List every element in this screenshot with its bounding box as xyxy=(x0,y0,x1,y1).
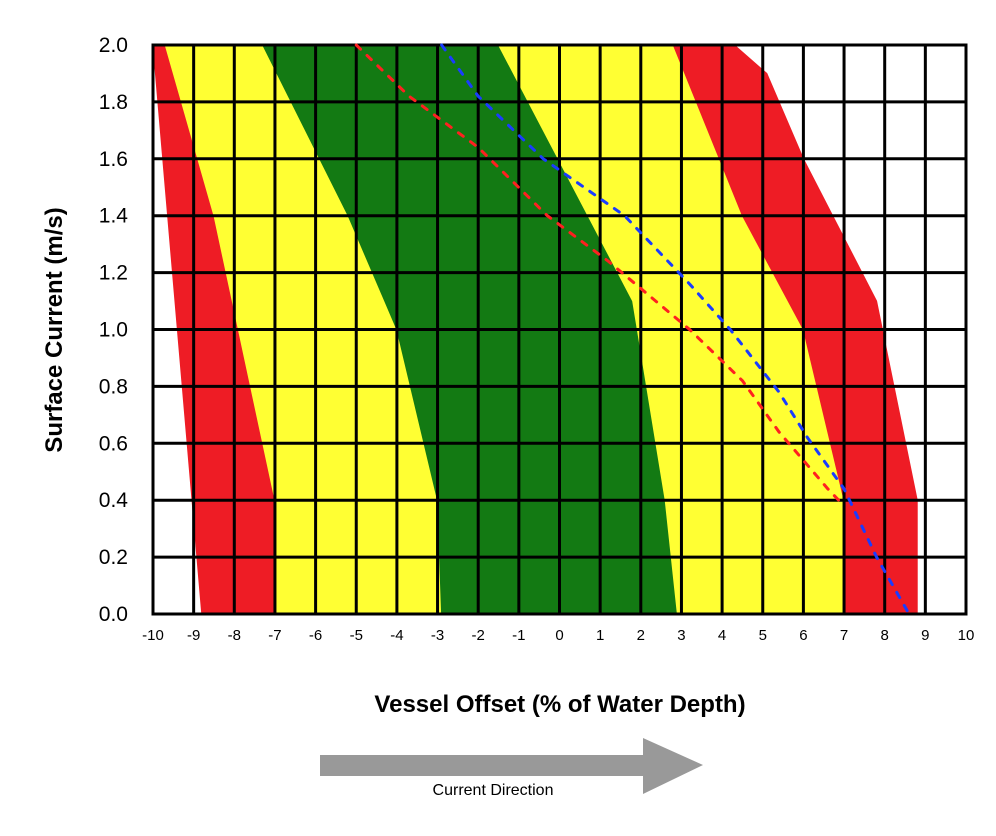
current-direction-arrow xyxy=(320,738,703,794)
y-tick-label: 1.0 xyxy=(99,319,128,342)
x-tick-label: -6 xyxy=(309,627,322,644)
x-tick-label: -3 xyxy=(431,627,444,644)
arrow-shape xyxy=(320,738,703,794)
x-tick-label: 10 xyxy=(958,627,975,644)
x-tick-label: -2 xyxy=(472,627,485,644)
x-tick-label: 0 xyxy=(555,627,563,644)
current-direction-caption: Current Direction xyxy=(433,782,554,799)
x-tick-label: 2 xyxy=(637,627,645,644)
x-tick-label: 7 xyxy=(840,627,848,644)
x-tick-label: -9 xyxy=(187,627,200,644)
x-tick-label: 5 xyxy=(759,627,767,644)
x-tick-label: -8 xyxy=(228,627,241,644)
y-tick-label: 0.0 xyxy=(99,603,128,626)
x-tick-label: 9 xyxy=(921,627,929,644)
y-tick-label: 0.6 xyxy=(99,432,128,455)
series-lines xyxy=(354,43,911,616)
y-tick-label: 1.4 xyxy=(99,205,129,228)
x-tick-label: 3 xyxy=(677,627,685,644)
y-axis-title: Surface Current (m/s) xyxy=(41,207,68,452)
plot-border xyxy=(151,43,968,616)
x-tick-label: -10 xyxy=(142,627,164,644)
x-tick-label: -1 xyxy=(512,627,525,644)
y-tick-label: 0.8 xyxy=(99,375,128,398)
x-tick-label: 6 xyxy=(799,627,807,644)
y-tick-label: 0.4 xyxy=(99,489,129,512)
x-tick-labels: -10 -9 -8 -7 -6 -5 -4 -3 -2 -1 0 1 2 3 4 5 6 7 8 9 10 xyxy=(142,627,974,644)
x-tick-label: 8 xyxy=(881,627,889,644)
x-axis-title: Vessel Offset (% of Water Depth) xyxy=(374,691,745,718)
grid xyxy=(151,43,968,616)
y-tick-label: 1.8 xyxy=(99,91,128,114)
x-tick-label: -5 xyxy=(350,627,363,644)
y-tick-label: 0.2 xyxy=(99,546,128,569)
x-tick-label: 4 xyxy=(718,627,726,644)
x-tick-label: 1 xyxy=(596,627,604,644)
y-tick-labels: 0.0 0.2 0.4 0.6 0.8 1.0 1.2 1.4 1.6 1.8 2.0 xyxy=(99,34,129,626)
y-tick-label: 2.0 xyxy=(99,34,128,57)
x-tick-label: -7 xyxy=(268,627,281,644)
y-tick-label: 1.6 xyxy=(99,148,128,171)
dashed-line-blue_dash xyxy=(440,43,911,616)
y-tick-label: 1.2 xyxy=(99,262,128,285)
x-tick-label: -4 xyxy=(390,627,403,644)
